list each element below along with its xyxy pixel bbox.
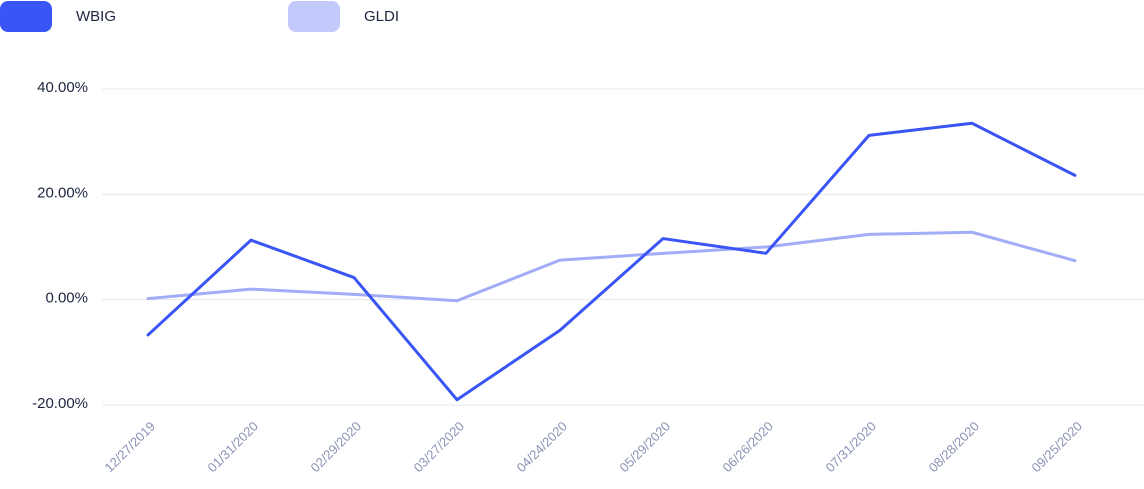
legend-swatch-gldi bbox=[288, 1, 340, 32]
legend-swatch-wbig bbox=[0, 1, 52, 32]
legend-label-wbig: WBIG bbox=[76, 8, 116, 25]
x-tick-label: 07/31/2020 bbox=[822, 419, 879, 476]
x-tick-label: 05/29/2020 bbox=[616, 419, 673, 476]
legend-item-gldi[interactable] bbox=[288, 1, 340, 32]
y-tick-label: 40.00% bbox=[37, 79, 88, 96]
series-line-gldi bbox=[146, 230, 1077, 303]
x-tick-label: 02/29/2020 bbox=[307, 419, 364, 476]
x-tick-label: 06/26/2020 bbox=[719, 419, 776, 476]
y-tick-label: 20.00% bbox=[37, 184, 88, 201]
x-tick-label: 09/25/2020 bbox=[1028, 419, 1085, 476]
x-tick-label: 03/27/2020 bbox=[410, 419, 467, 476]
x-tick-label: 01/31/2020 bbox=[204, 419, 261, 476]
x-tick-label: 08/28/2020 bbox=[925, 419, 982, 476]
legend-item-wbig[interactable] bbox=[0, 1, 52, 32]
legend-label-gldi: GLDI bbox=[364, 8, 400, 25]
x-tick-label: 12/27/2019 bbox=[101, 419, 158, 476]
chart-legend: WBIG GLDI bbox=[0, 0, 1144, 34]
x-tick-label: 04/24/2020 bbox=[513, 419, 570, 476]
series-line-wbig bbox=[146, 121, 1077, 402]
y-tick-label: -20.00% bbox=[32, 395, 88, 412]
y-tick-label: 0.00% bbox=[45, 290, 88, 307]
